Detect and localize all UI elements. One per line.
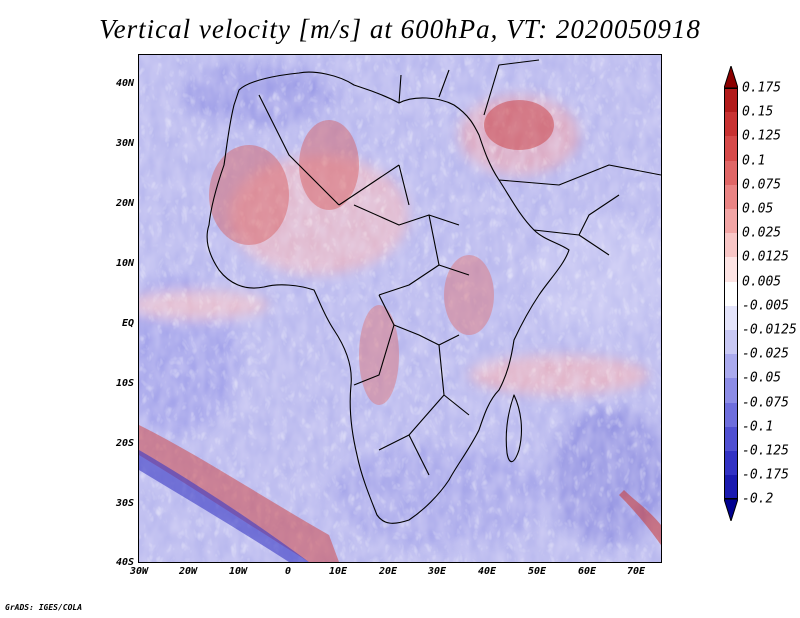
lon-label: 10W	[228, 566, 248, 577]
lon-label: 0	[284, 566, 292, 577]
colorbar-segment	[724, 160, 738, 185]
colorbar-label: -0.025	[742, 346, 789, 362]
colorbar-label: -0.1	[742, 419, 774, 435]
colorbar-segment	[724, 136, 738, 161]
lat-label: 40N	[115, 78, 134, 89]
colorbar-bottom-arrow	[724, 499, 738, 522]
plot-title: Vertical velocity [m/s] at 600hPa, VT: 2…	[99, 14, 701, 44]
colorbar-segment	[724, 354, 738, 379]
colorbar-label: -0.05	[742, 370, 782, 386]
lat-label: 40S	[115, 557, 134, 568]
colorbar-label: 0.175	[742, 80, 782, 96]
lat-label: 10N	[115, 258, 134, 269]
colorbar-segment	[724, 475, 738, 500]
lat-label: 30S	[115, 498, 134, 509]
lat-label: EQ	[121, 318, 134, 329]
colorbar-segment	[724, 184, 738, 209]
lon-label: 30E	[427, 566, 447, 577]
lon-label: 20W	[178, 566, 198, 577]
colorbar-segment	[724, 402, 738, 427]
colorbar-segment	[724, 281, 738, 306]
lon-label: 50E	[527, 566, 547, 577]
colorbar-segment	[724, 233, 738, 258]
colorbar-segment	[724, 88, 738, 113]
lat-label: 20N	[115, 198, 134, 209]
colorbar-label: -0.0125	[742, 322, 797, 338]
grads-credit: GrADS: IGES/COLA	[5, 603, 83, 612]
colorbar-label: -0.2	[742, 491, 774, 507]
lon-label: 60E	[577, 566, 597, 577]
lon-label: 30W	[129, 566, 149, 577]
colorbar-label: -0.075	[742, 395, 789, 411]
lat-label: 30N	[115, 138, 134, 149]
colorbar-label: 0.15	[742, 104, 774, 120]
colorbar-segment	[724, 330, 738, 355]
lon-label: 20E	[378, 566, 398, 577]
vertical-velocity-field	[139, 55, 661, 562]
lon-label: 70E	[626, 566, 646, 577]
colorbar-segment	[724, 209, 738, 234]
colorbar-label: -0.005	[742, 298, 789, 314]
lat-label: 10S	[115, 378, 134, 389]
colorbar-segment	[724, 378, 738, 403]
colorbar-label: 0.1	[742, 153, 766, 169]
lat-label: 20S	[115, 438, 134, 449]
colorbar-label: -0.125	[742, 443, 789, 459]
colorbar-label: -0.175	[742, 467, 789, 483]
colorbar-label: 0.125	[742, 128, 782, 144]
colorbar-segment	[724, 305, 738, 330]
colorbar-segment	[724, 257, 738, 282]
colorbar-label: 0.025	[742, 225, 782, 241]
colorbar-segment	[724, 112, 738, 137]
colorbar-label: 0.075	[742, 177, 782, 193]
colorbar-label: 0.0125	[742, 249, 789, 265]
map-panel	[138, 54, 662, 563]
colorbar-label: 0.005	[742, 274, 782, 290]
colorbar-label: 0.05	[742, 201, 774, 217]
lon-label: 40E	[477, 566, 497, 577]
colorbar-top-arrow	[724, 66, 738, 88]
lon-label: 10E	[328, 566, 348, 577]
colorbar-segment	[724, 426, 738, 451]
colorbar-segment	[724, 451, 738, 476]
